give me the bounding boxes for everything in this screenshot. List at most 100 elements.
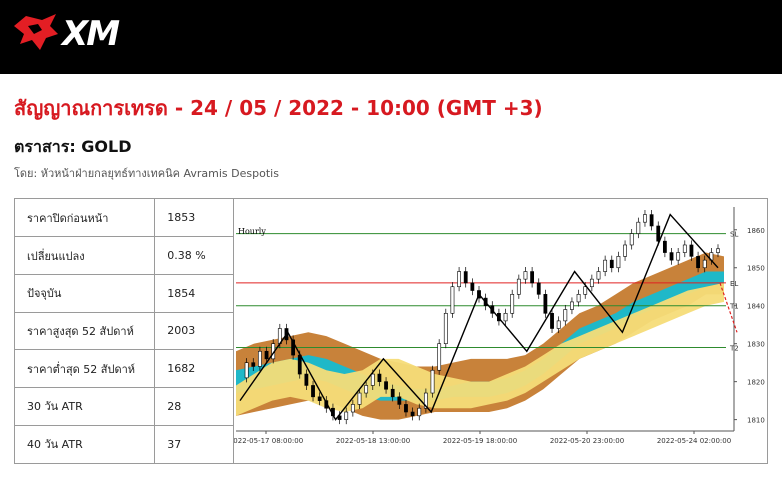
candle-body [570, 301, 574, 310]
candle-body [311, 385, 315, 398]
band-slow [236, 282, 724, 416]
candle-body [297, 354, 302, 375]
candle-body [669, 252, 674, 261]
candle-body [443, 313, 448, 344]
stat-label: เปลี่ยนแปลง [15, 236, 156, 275]
stat-value: 1854 [154, 274, 234, 313]
stat-label: 40 วัน ATR [15, 425, 156, 463]
candle-body [576, 294, 581, 303]
candle-body [264, 350, 269, 360]
y-tick-label: 1840 [747, 303, 765, 311]
stat-label: ราคาสูงสุด 52 สัปดาห์ [15, 312, 156, 351]
candle-body [364, 385, 369, 394]
signal-table: ราคาปิดก่อนหน้า 1853 เปลี่ยนแปลง 0.38 % ปั… [14, 198, 768, 464]
table-row: ปัจจุบัน 1854 [15, 274, 234, 313]
candle-body [583, 286, 588, 295]
candle-body [344, 411, 349, 420]
candle-body [291, 339, 296, 356]
candle-body [682, 244, 687, 253]
y-tick-label: 1850 [747, 265, 765, 273]
level-label-el: EL [730, 280, 738, 288]
candle-body [317, 396, 322, 401]
candle-body [689, 244, 694, 257]
candle-body [404, 404, 408, 413]
candle-body [251, 362, 256, 367]
candle-body [516, 278, 521, 295]
candle-body [430, 369, 435, 394]
candle-body [470, 282, 475, 291]
chart-svg: SL EL T1 T2 1810 1820 1830 1840 1850 1860 2022-05-… [234, 207, 765, 445]
candle-body [536, 282, 541, 295]
stat-label: ราคาต่ำสุด 52 สัปดาห์ [15, 349, 156, 389]
xm-logo[interactable]: XM [12, 12, 132, 54]
brand-name: XM [62, 14, 120, 54]
stat-value: 28 [154, 387, 234, 426]
table-row: เปลี่ยนแปลง 0.38 % [15, 236, 234, 275]
y-tick-label: 1830 [747, 341, 765, 349]
candle-body [662, 240, 667, 253]
level-label-t2: T2 [729, 344, 739, 352]
candle-body [437, 343, 442, 371]
candle-body [643, 214, 647, 223]
stat-label: 30 วัน ATR [15, 387, 156, 426]
candle-body [390, 388, 395, 398]
projection-arrow [719, 282, 738, 333]
x-tick-label: 2022-05-18 13:00:00 [336, 437, 410, 445]
stat-value: 37 [154, 425, 234, 463]
candle-body [244, 362, 249, 379]
candle-body [423, 392, 428, 409]
candle-body [556, 320, 561, 329]
candle-body [609, 259, 614, 269]
candle-body [676, 252, 681, 261]
candle-body [629, 233, 634, 246]
candle-body [417, 407, 422, 417]
candle-body [304, 373, 309, 386]
candle-body [384, 381, 388, 390]
candle-body [603, 259, 608, 272]
bull-icon [14, 14, 58, 50]
candle-body [716, 248, 720, 253]
candle-body [563, 309, 568, 322]
candle-body [377, 373, 382, 382]
stat-label: ปัจจุบัน [15, 274, 156, 313]
candle-body [503, 313, 508, 322]
candle-body [457, 271, 461, 288]
candle-body [463, 271, 468, 284]
candle-body [450, 286, 455, 314]
candle-body [596, 271, 601, 280]
instrument-title: ตราสาร: GOLD [14, 137, 132, 156]
x-tick-label: 2022-05-19 18:00:00 [443, 437, 517, 445]
candle-body [410, 411, 415, 417]
y-tick-label: 1860 [747, 227, 765, 235]
table-row: ราคาสูงสุด 52 สัปดาห์ 2003 [15, 312, 234, 351]
table-row: 40 วัน ATR 37 [15, 425, 234, 463]
zigzag-line [239, 213, 719, 421]
candle-body [550, 313, 554, 329]
table-row: ราคาปิดก่อนหน้า 1853 [15, 199, 234, 238]
page-title: สัญญาณการเทรด - 24 / 05 / 2022 - 10:00 (… [14, 96, 543, 120]
candle-body [702, 259, 707, 269]
candle-body [589, 278, 594, 288]
candle-body [656, 225, 661, 242]
candle-body [696, 256, 700, 269]
candle-body [623, 244, 627, 257]
table-row: 30 วัน ATR 28 [15, 387, 234, 426]
stat-label: ราคาปิดก่อนหน้า [15, 199, 156, 238]
candle-body [357, 392, 362, 405]
top-header: XM [0, 0, 782, 74]
candle-body [258, 350, 262, 367]
candle-body [543, 294, 548, 314]
candle-body [649, 214, 654, 227]
price-chart: SL EL T1 T2 1810 1820 1830 1840 1850 1860 2022-05-… [234, 199, 767, 463]
stats-table: ราคาปิดก่อนหน้า 1853 เปลี่ยนแปลง 0.38 % ปั… [15, 199, 234, 463]
stat-value: 1682 [154, 349, 234, 389]
candle-body [616, 256, 621, 269]
x-tick-label: 2022-05-20 23:00:00 [550, 437, 624, 445]
stat-value: 0.38 % [154, 236, 234, 275]
stat-value: 2003 [154, 312, 234, 351]
table-row: ราคาต่ำสุด 52 สัปดาห์ 1682 [15, 349, 234, 389]
candle-body [523, 271, 528, 280]
x-tick-label: 2022-05-17 08:00:00 [234, 437, 303, 445]
y-tick-label: 1820 [747, 379, 765, 387]
level-label-t1: T1 [729, 303, 739, 311]
